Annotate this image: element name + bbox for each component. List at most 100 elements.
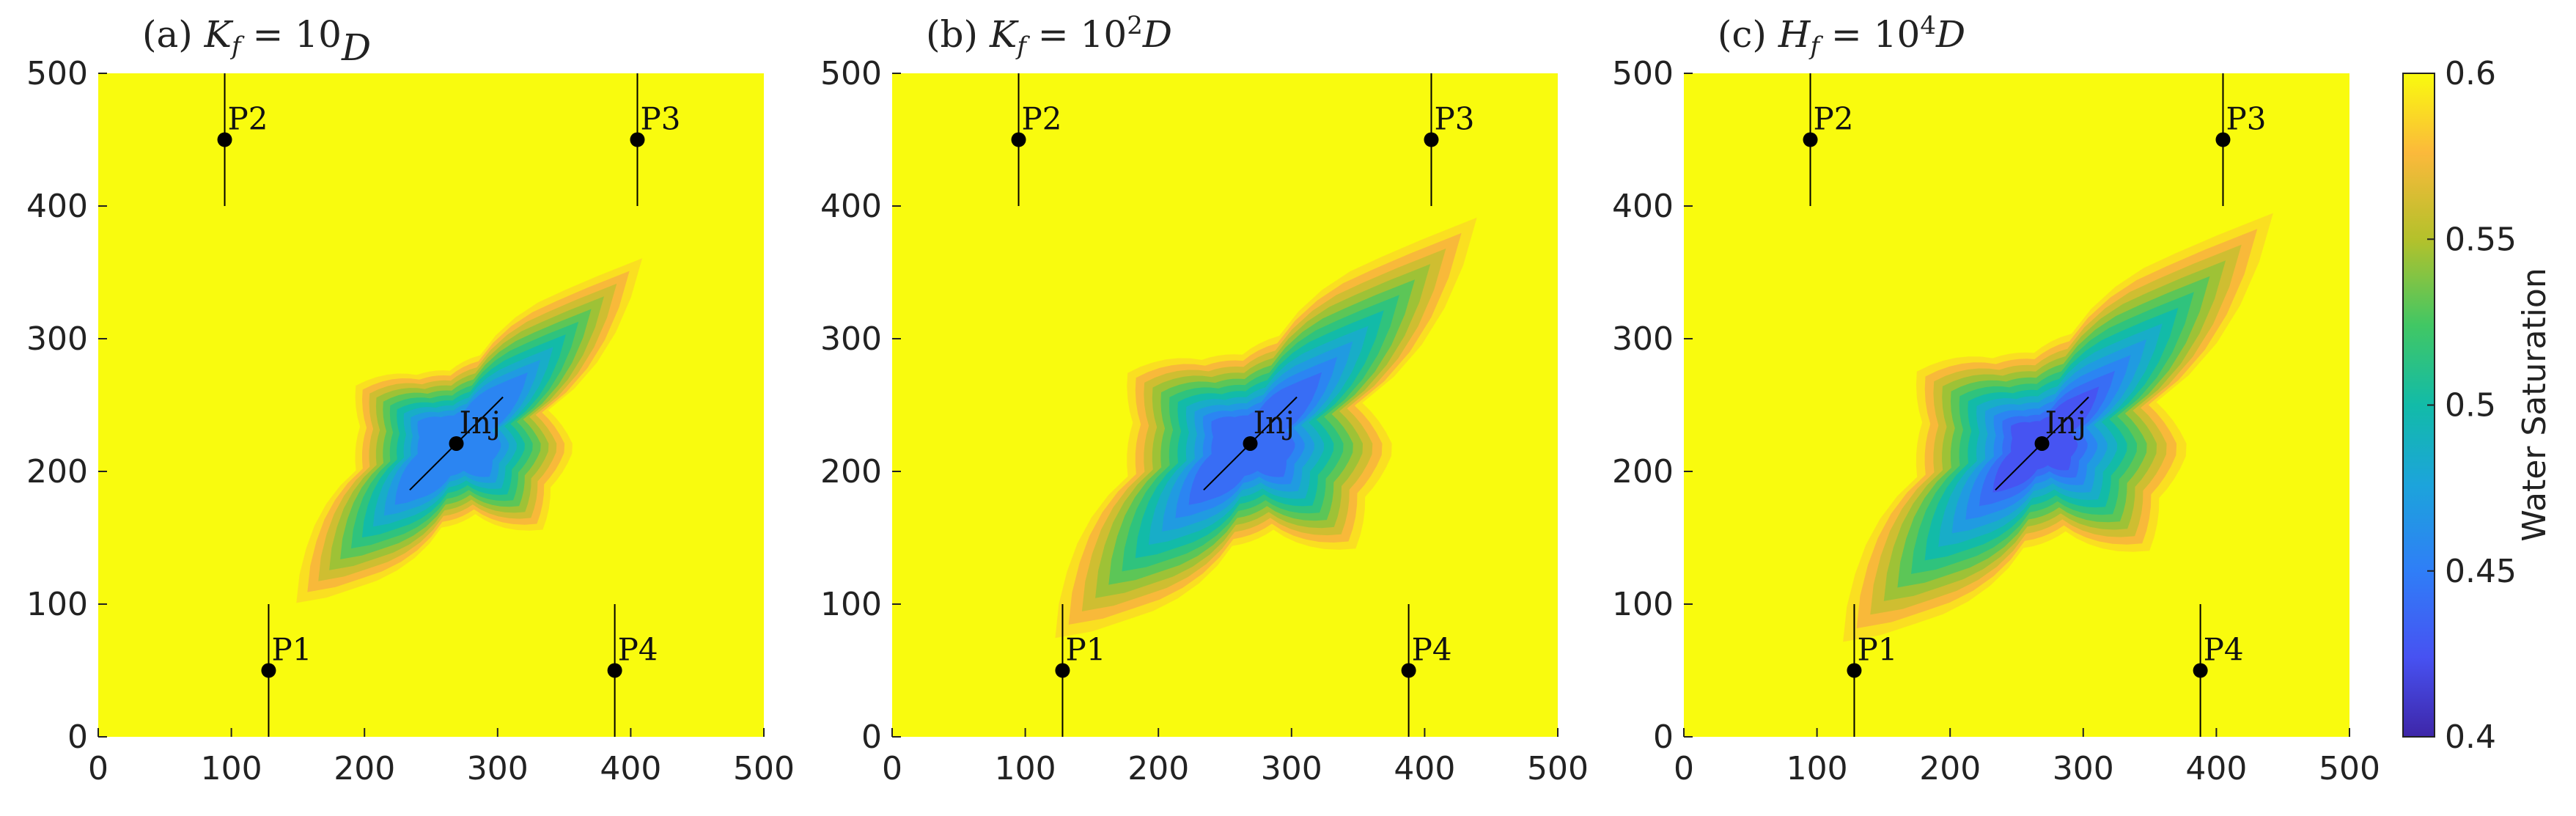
well-label: P2 <box>1814 101 1854 137</box>
y-tick-label: 500 <box>26 55 88 92</box>
x-tick-label: 200 <box>1127 750 1189 787</box>
y-axis-ticks: 0 100 200 300 400 500 <box>26 55 107 756</box>
well-label: Inj <box>2045 405 2087 441</box>
x-tick-label: 500 <box>2319 750 2380 787</box>
panel-c: (c) Hf = 104D P1 P2 P3 P4 Inj 0 100 200 300 400 5… <box>1612 11 2380 787</box>
well-label: Inj <box>1254 405 1295 441</box>
well-marker <box>261 663 276 678</box>
panel-title: (a) Kf = 10D <box>142 13 371 69</box>
x-tick-label: 0 <box>1674 750 1694 787</box>
well-label: P1 <box>1857 632 1897 668</box>
well-p1: P1 <box>1055 604 1105 737</box>
well-label: P3 <box>1434 101 1474 137</box>
well-marker <box>1424 132 1439 147</box>
y-tick-label: 400 <box>1612 188 1674 225</box>
x-tick-label: 100 <box>201 750 262 787</box>
x-tick-label: 100 <box>1786 750 1848 787</box>
well-label: P1 <box>271 632 312 668</box>
panel-title: (c) Hf = 104D <box>1718 11 1965 61</box>
y-tick-label: 100 <box>1612 586 1674 623</box>
x-axis-ticks: 0 100 200 300 400 500 <box>1674 728 2380 787</box>
colorbar-tick-label: 0.5 <box>2445 387 2496 424</box>
x-tick-label: 300 <box>1261 750 1322 787</box>
colorbar-tick-label: 0.55 <box>2445 221 2517 258</box>
x-tick-label: 300 <box>467 750 529 787</box>
well-p1: P1 <box>261 604 312 737</box>
x-tick-label: 200 <box>334 750 395 787</box>
y-tick-label: 400 <box>820 188 882 225</box>
well-marker <box>1011 132 1026 147</box>
colorbar-tick-label: 0.45 <box>2445 553 2517 590</box>
well-label: P4 <box>1412 632 1452 668</box>
x-tick-label: 200 <box>1919 750 1981 787</box>
well-p2: P2 <box>1803 73 1854 206</box>
well-p4: P4 <box>607 604 658 737</box>
y-tick-label: 400 <box>26 188 88 225</box>
y-tick-label: 0 <box>1653 718 1674 756</box>
y-tick-label: 100 <box>820 586 882 623</box>
well-marker <box>2215 132 2231 147</box>
well-inj: Inj <box>1203 396 1298 491</box>
well-markers: P1 P2 P3 P4 Inj <box>1011 73 1474 737</box>
y-tick-label: 0 <box>67 718 88 756</box>
y-tick-label: 100 <box>26 586 88 623</box>
well-markers: P1 P2 P3 P4 Inj <box>1803 73 2266 737</box>
x-tick-label: 400 <box>1394 750 1455 787</box>
x-tick-label: 0 <box>88 750 108 787</box>
panel-b: (b) Kf = 102D P1 P2 P3 P4 Inj 0 100 200 300 400 5… <box>820 11 1589 787</box>
well-marker <box>1243 435 1258 451</box>
well-p1: P1 <box>1847 604 1897 737</box>
well-label: Inj <box>460 405 501 441</box>
well-label: P3 <box>2226 101 2266 137</box>
colorbar-label: Water Saturation <box>2516 268 2553 541</box>
y-tick-label: 300 <box>26 320 88 358</box>
well-p3: P3 <box>1424 73 1474 206</box>
y-axis-ticks: 0 100 200 300 400 500 <box>820 55 901 756</box>
well-label: P2 <box>228 101 268 137</box>
y-tick-label: 0 <box>861 718 882 756</box>
x-tick-label: 400 <box>600 750 661 787</box>
y-axis-ticks: 0 100 200 300 400 500 <box>1612 55 1693 756</box>
x-tick-label: 400 <box>2185 750 2247 787</box>
well-marker <box>1803 132 1818 147</box>
x-tick-label: 0 <box>882 750 902 787</box>
well-marker <box>1055 663 1070 678</box>
well-label: P1 <box>1065 632 1105 668</box>
colorbar: 0.4 0.45 0.5 0.55 0.6 Water Saturation <box>2402 55 2553 756</box>
panel-title: (b) Kf = 102D <box>926 11 1172 61</box>
well-marker <box>2034 435 2050 451</box>
well-inj: Inj <box>1995 396 2089 491</box>
x-axis-ticks: 0 100 200 300 400 500 <box>88 728 795 787</box>
x-tick-label: 500 <box>733 750 795 787</box>
well-p2: P2 <box>1011 73 1062 206</box>
y-tick-label: 300 <box>1612 320 1674 358</box>
well-marker <box>630 132 645 147</box>
x-tick-label: 100 <box>995 750 1056 787</box>
well-label: P4 <box>2204 632 2244 668</box>
colorbar-ticks: 0.4 0.45 0.5 0.55 0.6 <box>2427 55 2517 756</box>
well-marker <box>217 132 232 147</box>
well-marker <box>2193 663 2208 678</box>
well-inj: Inj <box>409 396 504 491</box>
well-label: P2 <box>1022 101 1062 137</box>
panel-a: (a) Kf = 10D P1 P2 P3 P4 Inj 0 100 200 300 400 50… <box>26 13 795 787</box>
y-tick-label: 200 <box>1612 453 1674 490</box>
well-markers: P1 P2 P3 P4 Inj <box>217 73 680 737</box>
y-tick-label: 200 <box>820 453 882 490</box>
well-p2: P2 <box>217 73 268 206</box>
y-tick-label: 500 <box>1612 55 1674 92</box>
y-tick-label: 300 <box>820 320 882 358</box>
well-marker <box>449 435 464 451</box>
colorbar-tick-label: 0.6 <box>2445 55 2496 92</box>
well-marker <box>1847 663 1862 678</box>
well-label: P3 <box>640 101 680 137</box>
well-p3: P3 <box>630 73 680 206</box>
well-marker <box>1401 663 1416 678</box>
well-p3: P3 <box>2215 73 2266 206</box>
y-tick-label: 500 <box>820 55 882 92</box>
x-tick-label: 500 <box>1527 750 1589 787</box>
well-label: P4 <box>618 632 658 668</box>
well-p4: P4 <box>1401 604 1452 737</box>
colorbar-tick-label: 0.4 <box>2445 718 2496 756</box>
